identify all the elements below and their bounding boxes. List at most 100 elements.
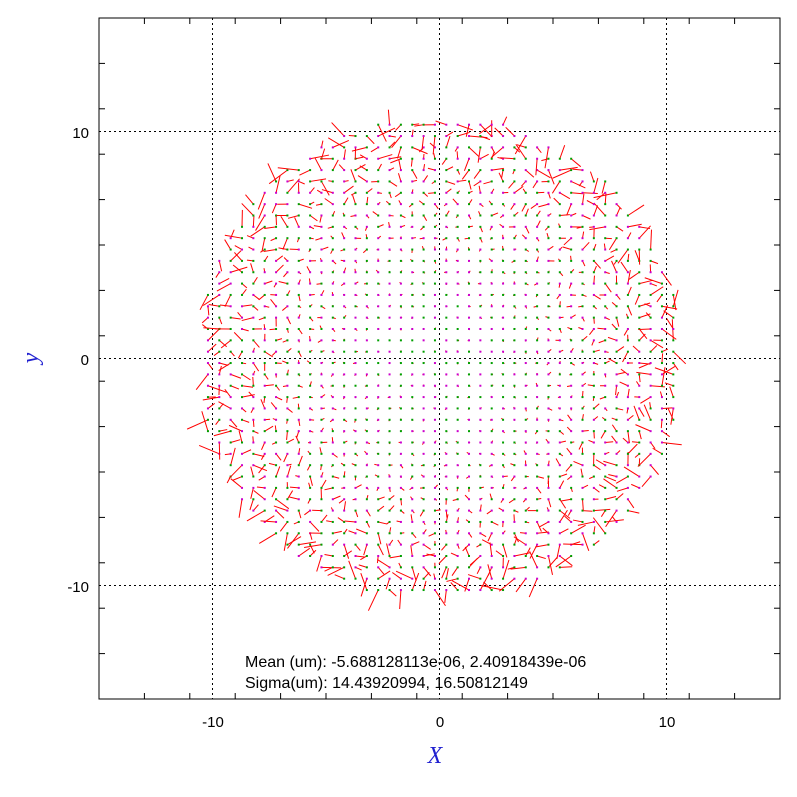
mean-stat: Mean (um): -5.688128113e-06, 2.40918439e… [245, 654, 586, 671]
grid-point [275, 509, 278, 512]
grid-point [354, 566, 357, 569]
grid-point [354, 452, 357, 455]
residual-vector [633, 405, 640, 420]
grid-point [626, 225, 629, 228]
residual-vector [652, 447, 663, 455]
residual-vector [327, 566, 345, 576]
residual-vector [224, 234, 243, 239]
residual-vector [252, 376, 254, 386]
grid-point [343, 362, 346, 365]
residual-vector [326, 520, 333, 523]
grid-point [286, 339, 289, 342]
grid-point [399, 327, 402, 330]
grid-point [604, 509, 607, 512]
grid-point [513, 339, 516, 342]
residual-vector [555, 458, 561, 466]
grid-point [604, 532, 607, 535]
grid-point [309, 191, 312, 194]
grid-point [570, 169, 573, 172]
residual-vector [264, 351, 273, 358]
grid-point [422, 237, 425, 240]
grid-point [365, 169, 368, 172]
grid-point [513, 554, 516, 557]
grid-point [388, 452, 391, 455]
grid-point [388, 248, 391, 251]
grid-point [456, 271, 459, 274]
grid-point [649, 316, 652, 319]
grid-point [388, 135, 391, 138]
grid-point [558, 543, 561, 546]
grid-point [433, 554, 436, 557]
residual-vector [661, 441, 682, 446]
grid-point [422, 589, 425, 592]
y-tick-label-neg10: -10 [67, 579, 89, 596]
residual-vector [487, 567, 493, 576]
residual-vector [275, 175, 281, 193]
grid-point [422, 543, 425, 546]
grid-point [445, 475, 448, 478]
grid-point [252, 464, 255, 467]
grid-point [570, 475, 573, 478]
residual-vector [232, 264, 243, 273]
residual-vector [397, 173, 402, 182]
residual-vector [586, 200, 595, 205]
residual-vector [505, 126, 515, 137]
grid-point [309, 248, 312, 251]
grid-point [206, 293, 209, 296]
residual-vector [572, 168, 583, 171]
grid-point [286, 248, 289, 251]
grid-point [479, 339, 482, 342]
grid-point [592, 259, 595, 262]
residual-vector [218, 365, 222, 375]
grid-point [547, 464, 550, 467]
grid-point [422, 384, 425, 387]
grid-point [320, 373, 323, 376]
grid-point [558, 373, 561, 376]
grid-point [547, 237, 550, 240]
grid-point [331, 305, 334, 308]
grid-point [309, 305, 312, 308]
grid-point [615, 316, 618, 319]
grid-point [411, 293, 414, 296]
residual-vector [593, 464, 601, 471]
grid-point [422, 452, 425, 455]
grid-point [513, 293, 516, 296]
grid-point [626, 271, 629, 274]
grid-point [592, 441, 595, 444]
grid-point [229, 248, 232, 251]
grid-point [502, 486, 505, 489]
grid-point [309, 475, 312, 478]
grid-point [581, 248, 584, 251]
grid-point [649, 271, 652, 274]
grid-point [411, 362, 414, 365]
grid-point [660, 350, 663, 353]
grid-point [388, 191, 391, 194]
residual-vector [287, 215, 299, 219]
residual-vector [598, 484, 606, 489]
grid-point [286, 191, 289, 194]
grid-point [252, 339, 255, 342]
residual-vector [513, 538, 517, 545]
grid-point [479, 554, 482, 557]
residual-vector [490, 147, 504, 158]
grid-point [479, 259, 482, 262]
grid-point [524, 554, 527, 557]
grid-point [252, 237, 255, 240]
residual-vector [230, 447, 236, 466]
grid-point [343, 203, 346, 206]
grid-point [377, 577, 380, 580]
grid-point [422, 259, 425, 262]
grid-point [354, 282, 357, 285]
grid-point [377, 180, 380, 183]
grid-point [490, 248, 493, 251]
residual-vector [343, 185, 354, 194]
grid-point [297, 293, 300, 296]
grid-point [377, 350, 380, 353]
grid-point [354, 384, 357, 387]
grid-point [445, 498, 448, 501]
grid-point [445, 452, 448, 455]
grid-point [524, 532, 527, 535]
grid-point [547, 532, 550, 535]
grid-point [638, 316, 641, 319]
grid-point [229, 327, 232, 330]
